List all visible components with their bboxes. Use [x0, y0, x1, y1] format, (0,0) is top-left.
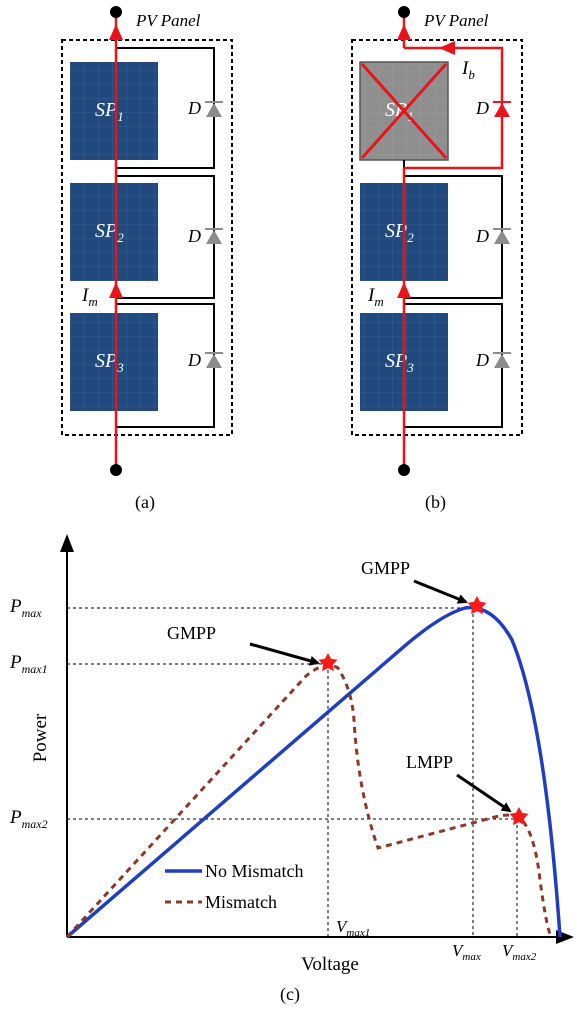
terminal-a-top	[110, 6, 122, 18]
bypass-arrow-b	[439, 41, 455, 55]
panel-boundary-b	[351, 39, 523, 436]
gmpp-arrow-no-mismatch	[413, 579, 468, 604]
svg-text:SP2: SP2	[95, 220, 124, 245]
svg-text:SP3: SP3	[385, 350, 414, 375]
current-sub-a: m	[88, 294, 97, 309]
current-arrow-a-top	[109, 24, 123, 40]
current-label-a: I	[81, 285, 90, 306]
x-axis-label: Voltage	[301, 954, 359, 975]
y-axis-label: Power	[30, 713, 51, 762]
terminal-b-top	[398, 6, 410, 18]
diode-b2: D	[475, 226, 511, 246]
annotation-lmpp: LMPP	[406, 752, 453, 772]
panel-sub-a3: 3	[116, 360, 124, 375]
solar-panel-a3: SP3	[70, 313, 158, 411]
svg-text:Im: Im	[81, 285, 98, 309]
caption-b: (b)	[425, 492, 446, 513]
legend-label-no-mismatch: No Mismatch	[205, 861, 304, 881]
panel-label-b2: SP	[385, 220, 407, 242]
y-tick-pmax2: P	[9, 807, 22, 828]
y-tick-pmax1-sub: max1	[22, 662, 48, 676]
reference-lines	[67, 607, 518, 937]
legend-label-mismatch: Mismatch	[205, 892, 277, 912]
panel-sub-b3: 3	[406, 360, 414, 375]
y-tick-pmax2-sub: max2	[22, 817, 48, 831]
panel-sub-a1: 1	[117, 109, 124, 124]
circuit-a: PV Panel SP1 SP2 SP3 D	[61, 6, 233, 513]
caption-a: (a)	[135, 492, 155, 513]
y-axis-arrow	[60, 534, 74, 552]
diode-b3: D	[475, 350, 511, 370]
bypass-label-b: I	[461, 58, 470, 79]
current-label-b: I	[367, 285, 376, 306]
panel-label-a3: SP	[95, 350, 117, 372]
y-tick-pmax1: P	[9, 652, 22, 673]
series-no-mismatch-line	[65, 605, 562, 939]
legend: No Mismatch Mismatch	[165, 861, 304, 912]
svg-text:Vmax: Vmax	[452, 941, 481, 963]
diode-label-a2: D	[187, 226, 201, 246]
bypass-sub-b: b	[468, 67, 475, 82]
diode-a3: D	[187, 350, 223, 370]
diode-a1: D	[187, 98, 223, 118]
gmpp-marker-mismatch	[318, 653, 338, 672]
x-tick-vmax: V	[452, 941, 465, 960]
svg-text:Pmax2: Pmax2	[9, 807, 48, 831]
solar-panel-a1: SP1	[70, 62, 158, 160]
annotation-gmpp-1: GMPP	[361, 558, 410, 578]
terminal-b-bottom	[398, 464, 410, 476]
panel-title-a: PV Panel	[135, 11, 201, 30]
svg-text:SP3: SP3	[95, 350, 124, 375]
gmpp-marker-no-mismatch	[467, 596, 487, 615]
panel-title-b: PV Panel	[423, 11, 489, 30]
x-tick-vmax1: V	[336, 917, 349, 936]
svg-text:Vmax2: Vmax2	[502, 941, 537, 963]
solar-panel-a2: SP2	[70, 183, 158, 281]
x-tick-vmax1-sub: max1	[346, 927, 370, 939]
lmpp-arrow	[456, 773, 512, 813]
current-arrow-a-mid	[109, 282, 123, 298]
shading-cross-2	[360, 63, 448, 159]
diode-label-a1: D	[187, 98, 201, 118]
svg-text:Ib: Ib	[461, 58, 475, 82]
annotation-gmpp-2: GMPP	[167, 623, 216, 643]
current-arrow-b-top	[397, 24, 411, 40]
panel-boundary-a	[61, 39, 233, 436]
y-tick-pmax-sub: max	[22, 606, 43, 620]
y-tick-pmax: P	[9, 596, 22, 617]
diode-a2: D	[187, 226, 223, 246]
panel-label-b3: SP	[385, 350, 407, 372]
circuit-b: PV Panel SP1 SP2 SP3	[351, 6, 523, 513]
current-arrow-b-mid	[397, 282, 411, 298]
diode-label-b2: D	[475, 226, 489, 246]
x-tick-vmax2: V	[502, 941, 515, 960]
caption-c: (c)	[280, 984, 300, 1005]
panel-label-a1: SP	[95, 99, 117, 121]
current-sub-b: m	[374, 294, 383, 309]
pv-curve-chart: Power Voltage Pmax Pmax1 Pmax2 Vmax1 Vma…	[9, 534, 574, 1005]
panel-sub-b2: 2	[407, 230, 414, 245]
svg-text:Vmax1: Vmax1	[336, 917, 370, 939]
diode-label-a3: D	[187, 350, 201, 370]
diode-label-b1: D	[475, 98, 489, 118]
x-tick-vmax-sub: max	[462, 951, 480, 963]
gmpp-arrow-mismatch	[249, 642, 320, 666]
solar-panel-b1-shaded: SP1	[359, 61, 449, 161]
svg-text:SP2: SP2	[385, 220, 414, 245]
panel-sub-a2: 2	[117, 230, 124, 245]
panel-label-a2: SP	[95, 220, 117, 242]
lmpp-marker	[509, 807, 529, 826]
svg-text:Pmax1: Pmax1	[9, 652, 48, 676]
svg-text:Pmax: Pmax	[9, 596, 42, 620]
svg-text:SP1: SP1	[95, 99, 124, 124]
diode-b1: D	[475, 98, 511, 118]
diode-label-b3: D	[475, 350, 489, 370]
svg-text:Im: Im	[367, 285, 384, 309]
series-mismatch-line	[65, 663, 553, 939]
terminal-a-bottom	[110, 464, 122, 476]
x-tick-vmax2-sub: max2	[512, 951, 536, 963]
